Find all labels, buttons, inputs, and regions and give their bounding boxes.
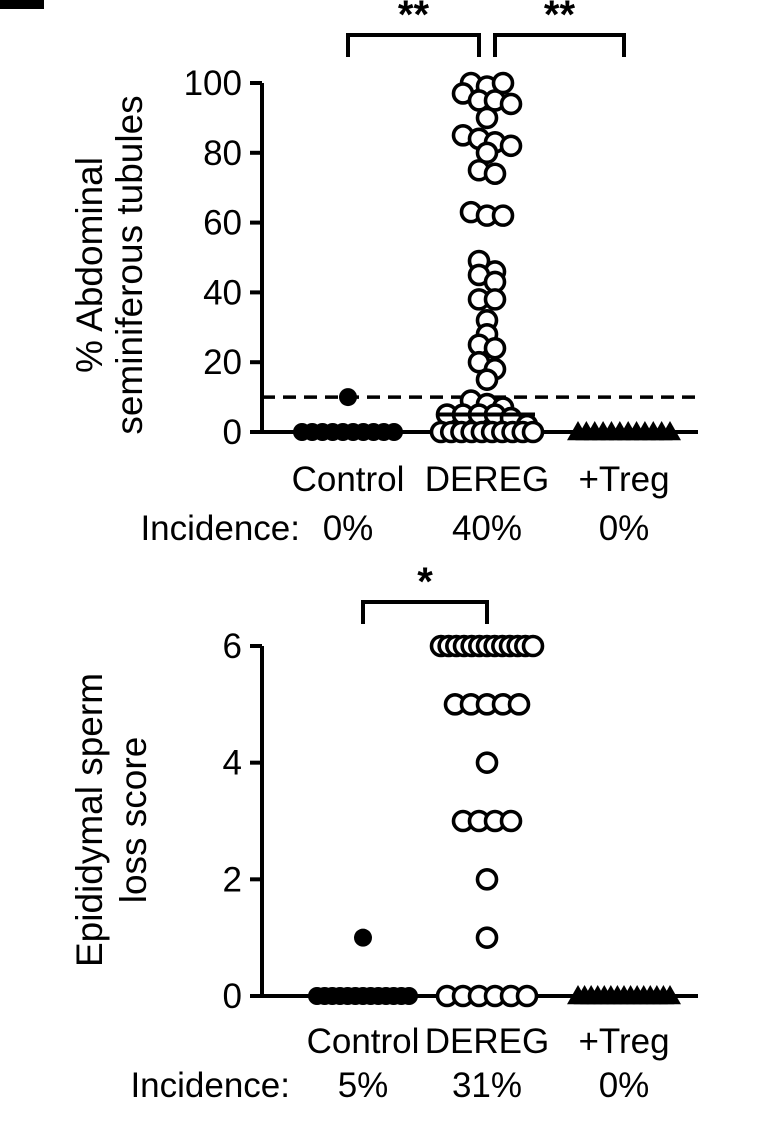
data-point-treg-14 [659,985,681,1005]
data-point-dereg-24 [475,926,499,949]
incidence-value: 5% [338,1066,389,1105]
y-tick-label: 2 [223,860,242,899]
y-tick-label: 100 [184,64,242,103]
y-axis-title: Epididymal sperm [69,673,110,967]
category-label-dereg: DEREG [425,1022,549,1061]
data-point-dereg-7 [475,106,499,130]
chart-panel-epididymal-sperm-loss: 0 2 4 6 Epididymal sperm loss score Control DER… [69,560,698,1105]
significance-label: ** [398,0,430,37]
category-label-treg: +Treg [578,1022,669,1061]
y-tick-label: 60 [203,204,242,243]
incidence-value: 40% [452,509,522,548]
data-point-dereg-6 [499,92,523,116]
data-point-dereg-49 [521,420,545,444]
significance-label: ** [544,0,576,37]
y-tick-label: 4 [223,744,242,783]
incidence-label: Incidence: [130,1066,290,1105]
incidence-value: 0% [599,1066,650,1105]
data-point-dereg-23 [483,288,507,311]
y-tick-label: 0 [223,977,242,1016]
category-label-treg: +Treg [578,460,669,499]
y-tick-label: 40 [203,273,242,312]
incidence-value: 0% [323,509,374,548]
y-tick-label: 20 [203,343,242,382]
data-point-dereg-17 [491,204,515,227]
y-tick-label: 6 [223,627,242,666]
data-point-dereg-18 [475,751,499,774]
data-point-dereg-17 [507,693,531,716]
category-label-control: Control [292,460,405,499]
data-point-control-0 [354,928,372,947]
data-point-control-10 [385,423,403,441]
significance-bracket [361,600,489,624]
data-point-dereg-11 [499,134,523,158]
data-point-dereg-30 [475,368,499,391]
significance-bracket [493,33,626,57]
data-point-dereg-23 [475,868,499,891]
category-label-dereg: DEREG [425,460,549,499]
y-axis-title: % Abdominal [69,157,110,373]
y-tick-label: 80 [203,134,242,173]
incidence-value: 31% [452,1066,522,1105]
data-point-dereg-12 [521,634,545,658]
data-point-control-13 [400,987,418,1005]
y-axis-title: loss score [113,737,154,904]
data-point-treg-11 [659,421,681,441]
category-label-control: Control [307,1022,420,1061]
y-tick-label: 0 [223,413,242,452]
data-point-dereg-30 [515,984,539,1008]
significance-label: * [417,560,433,604]
chart-panel-abdominal-tubules: 0 20 40 60 80 100 % Abdominal seminiferous tubu… [69,0,698,548]
significance-bracket [346,33,481,57]
data-point-dereg-14 [483,162,507,186]
data-point-dereg-27 [483,336,507,360]
data-point-control-0 [339,388,357,407]
y-axis-title: seminiferous tubules [109,95,150,434]
incidence-label: Incidence: [140,509,300,548]
panel-label-fragment [0,0,44,9]
incidence-value: 0% [599,509,650,548]
data-point-dereg-22 [499,809,523,833]
